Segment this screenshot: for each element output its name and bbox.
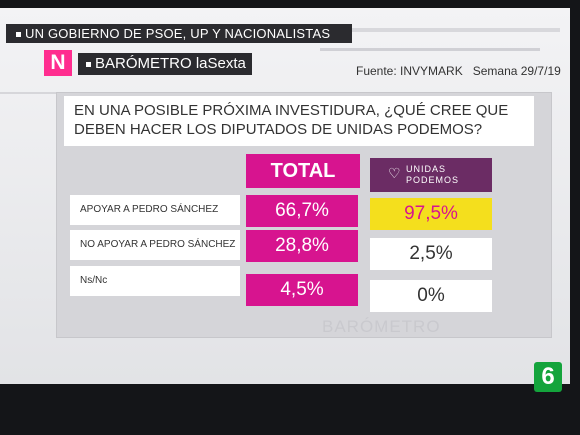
poll-question: EN UNA POSIBLE PRÓXIMA INVESTIDURA, ¿QUÉ… (64, 96, 534, 146)
row-label-apoyar: APOYAR A PEDRO SÁNCHEZ (70, 195, 240, 225)
value-total-no-apoyar: 28,8% (246, 230, 358, 262)
lasexta-channel-logo: 6 (534, 362, 562, 392)
value-total-nsnc: 4,5% (246, 274, 358, 306)
party-name-line-1: UNIDAS (406, 164, 447, 174)
source-semana: Semana 29/7/19 (472, 64, 561, 78)
question-line-1: EN UNA POSIBLE PRÓXIMA INVESTIDURA, ¿QUÉ… (74, 102, 509, 119)
row-label-nsnc: Ns/Nc (70, 266, 240, 296)
question-line-2: DEBEN HACER LOS DIPUTADOS DE UNIDAS PODE… (74, 121, 483, 138)
header-unidas-podemos: ♡ UNIDAS PODEMOS (370, 158, 492, 192)
background-streaks (0, 28, 560, 94)
barometro-watermark: BARÓMETRO (322, 317, 441, 336)
source-fuente: Fuente: INVYMARK (356, 64, 463, 78)
value-up-nsnc: 0% (370, 280, 492, 312)
headline-text: UN GOBIERNO DE PSOE, UP Y NACIONALISTAS (25, 26, 331, 41)
party-name-line-2: PODEMOS (406, 175, 460, 185)
heart-logo-icon: ♡ (388, 165, 401, 181)
row-label-no-apoyar: NO APOYAR A PEDRO SÁNCHEZ (70, 230, 240, 260)
bullet-square-icon (16, 32, 21, 38)
source-line: Fuente: INVYMARK Semana 29/7/19 (356, 64, 571, 78)
lasexta-n-logo: N (44, 50, 72, 76)
headline-banner: UN GOBIERNO DE PSOE, UP Y NACIONALISTAS (6, 24, 352, 43)
header-total: TOTAL (246, 154, 360, 188)
barometro-label: BARÓMETRO laSexta (78, 53, 252, 75)
value-total-apoyar: 66,7% (246, 195, 358, 227)
party-name: UNIDAS PODEMOS (406, 164, 459, 186)
barometro-text: BARÓMETRO laSexta (95, 55, 246, 72)
value-up-no-apoyar: 2,5% (370, 238, 492, 270)
bullet-square-icon (86, 61, 91, 67)
value-up-apoyar: 97,5% (370, 198, 492, 230)
